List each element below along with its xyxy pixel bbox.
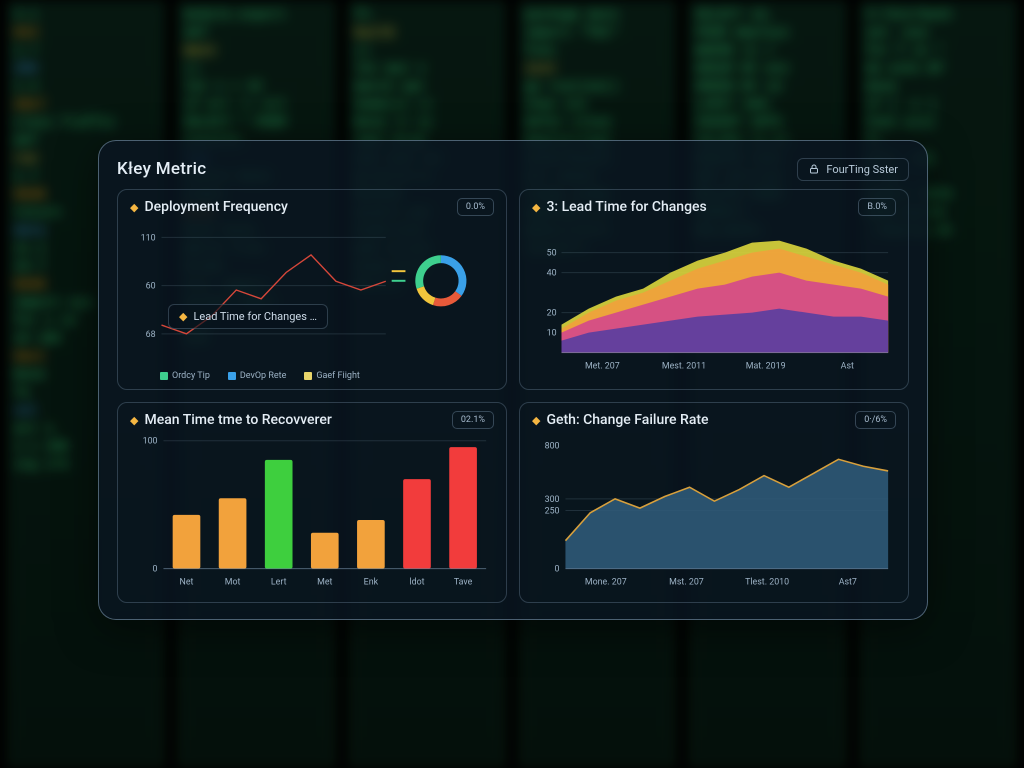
- svg-text:Met: Met: [317, 577, 332, 587]
- diamond-icon: ◆: [179, 310, 187, 323]
- svg-text:Lert: Lert: [271, 577, 287, 587]
- legend-item: Gaef Fiight: [304, 371, 359, 381]
- svg-text:Mat. 2019: Mat. 2019: [746, 361, 786, 371]
- svg-text:20: 20: [547, 309, 557, 319]
- card-badge[interactable]: 0.0%: [457, 198, 494, 216]
- header-action-label: FourTing Sster: [826, 163, 898, 176]
- svg-text:800: 800: [545, 442, 560, 452]
- header-action-button[interactable]: FourTing Sster: [797, 158, 909, 181]
- card-title-text: 3: Lead Time for Changes: [546, 199, 706, 215]
- svg-text:40: 40: [547, 269, 557, 279]
- area-chart: 0 250300 800 Mone. 207 Mst. 207 Tlest. 2010 As…: [532, 431, 896, 596]
- svg-text:10: 10: [547, 329, 557, 339]
- diamond-icon: ◆: [532, 201, 540, 214]
- svg-text:50: 50: [547, 249, 557, 259]
- card-mttr: ◆ Mean Time tme to Recovverer 02.1% 0200…: [117, 402, 507, 603]
- svg-text:Mest. 2011: Mest. 2011: [662, 361, 706, 371]
- stacked-area-chart: 10 20 40 50 Met. 207 Mest. 2011 Mat. 2019 Ast: [532, 218, 896, 383]
- svg-text:Tlest. 2010: Tlest. 2010: [745, 577, 789, 587]
- card-deployment-frequency: ◆ Deployment Frequency 0.0% 68 60 110 ◆ Le…: [117, 189, 507, 390]
- svg-text:Mst. 207: Mst. 207: [669, 577, 704, 587]
- diamond-icon: ◆: [532, 414, 540, 427]
- svg-text:Met. 207: Met. 207: [585, 361, 620, 371]
- svg-text:100: 100: [143, 437, 158, 447]
- card-title-text: Geth: Change Failure Rate: [546, 412, 708, 428]
- svg-text:Net: Net: [180, 577, 194, 587]
- lock-icon: [808, 163, 820, 175]
- svg-text:Mone. 207: Mone. 207: [585, 577, 627, 587]
- bar-chart: 0200100NetMotLertMetEnkldotTave: [130, 431, 494, 596]
- svg-text:250: 250: [545, 506, 560, 516]
- svg-text:Mot: Mot: [225, 577, 241, 587]
- svg-text:60: 60: [146, 282, 156, 292]
- svg-text:Ast7: Ast7: [839, 577, 857, 587]
- card-lead-time: ◆ 3: Lead Time for Changes B.0% 10 20 40 50…: [519, 189, 909, 390]
- diamond-icon: ◆: [130, 414, 138, 427]
- legend: Ordcy Tip DevOp Rete Gaef Fiight: [130, 369, 494, 383]
- svg-text:300: 300: [545, 495, 560, 505]
- svg-text:Ast: Ast: [841, 361, 854, 371]
- svg-text:Enk: Enk: [364, 577, 379, 587]
- card-cfr: ◆ Geth: Change Failure Rate 0·/6% 0 25030…: [519, 402, 909, 603]
- card-badge[interactable]: B.0%: [858, 198, 896, 216]
- legend-item: Ordcy Tip: [160, 371, 210, 381]
- panel-header: Kłey Metric FourTing Sster: [117, 155, 909, 183]
- svg-text:110: 110: [141, 233, 156, 243]
- svg-text:68: 68: [146, 330, 156, 340]
- card-title-text: Deployment Frequency: [144, 199, 287, 215]
- line-donut-chart: 68 60 110 ◆ Lead Time for Changes …: [130, 218, 494, 369]
- metrics-panel: Kłey Metric FourTing Sster ◆ Deployment …: [98, 140, 928, 620]
- diamond-icon: ◆: [130, 201, 138, 214]
- chart-grid: ◆ Deployment Frequency 0.0% 68 60 110 ◆ Le…: [117, 189, 909, 603]
- card-title-text: Mean Time tme to Recovverer: [144, 412, 331, 428]
- card-badge[interactable]: 02.1%: [452, 411, 494, 429]
- panel-title: Kłey Metric: [117, 159, 206, 179]
- svg-text:0: 0: [153, 565, 158, 575]
- svg-text:ldot: ldot: [409, 577, 424, 587]
- legend-item: DevOp Rete: [228, 371, 287, 381]
- card-badge[interactable]: 0·/6%: [855, 411, 896, 429]
- svg-text:Tave: Tave: [454, 577, 473, 587]
- sub-banner[interactable]: ◆ Lead Time for Changes …: [168, 304, 328, 329]
- svg-text:0: 0: [555, 565, 560, 575]
